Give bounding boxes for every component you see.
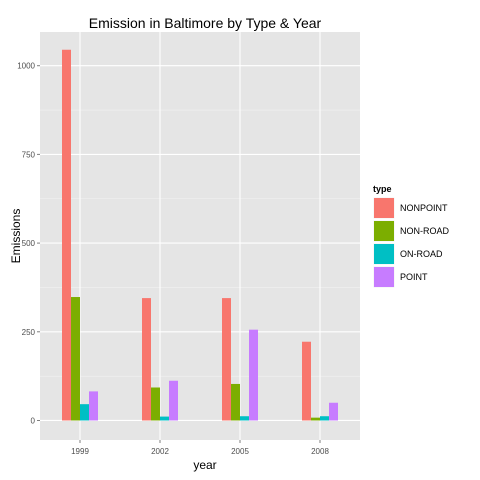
legend-items: NONPOINT NON-ROAD ON-ROAD POINT	[372, 196, 449, 289]
bar-nonpoint-1999	[62, 49, 71, 421]
bar-non-road-2002	[151, 387, 160, 421]
y-tick-label: 0	[31, 416, 36, 425]
legend-swatch-on-road	[374, 244, 394, 264]
bar-point-2005	[249, 329, 258, 421]
y-tick-label: 250	[22, 328, 36, 337]
legend-label-on-road: ON-ROAD	[400, 249, 443, 259]
y-axis-ticks: 0 250 500 750 1000	[17, 62, 40, 425]
legend-swatch-point	[374, 267, 394, 287]
bar-non-road-2005	[231, 383, 240, 421]
bar-on-road-2005	[240, 416, 249, 421]
y-tick-label: 750	[22, 150, 36, 159]
bar-on-road-2002	[160, 416, 169, 421]
bar-non-road-1999	[71, 297, 80, 421]
x-tick-label: 2008	[311, 447, 329, 456]
plot-panel	[40, 32, 360, 440]
y-tick-label: 1000	[17, 62, 35, 71]
bar-nonpoint-2005	[222, 298, 231, 421]
bar-point-1999	[89, 391, 98, 421]
legend-label-point: POINT	[400, 272, 428, 282]
x-tick-label: 2005	[231, 447, 249, 456]
bar-on-road-1999	[80, 404, 89, 421]
bar-on-road-2008	[320, 416, 329, 421]
legend-label-non-road: NON-ROAD	[400, 226, 449, 236]
bar-non-road-2008	[311, 417, 320, 421]
x-tick-label: 1999	[71, 447, 89, 456]
bars	[62, 49, 338, 421]
x-tick-label: 2002	[151, 447, 169, 456]
legend-title: type	[373, 184, 392, 194]
bar-point-2008	[329, 402, 338, 421]
x-axis-title: year	[193, 458, 216, 472]
bar-nonpoint-2008	[302, 341, 311, 421]
y-axis-title: Emissions	[9, 209, 23, 264]
chart-title: Emission in Baltimore by Type & Year	[89, 15, 322, 31]
x-axis-ticks: 1999 2002 2005 2008	[71, 440, 329, 456]
legend: type NONPOINT NON-ROAD ON-ROAD POINT	[372, 184, 449, 289]
legend-swatch-non-road	[374, 221, 394, 241]
legend-label-nonpoint: NONPOINT	[400, 203, 448, 213]
legend-swatch-nonpoint	[374, 198, 394, 218]
bar-point-2002	[169, 380, 178, 421]
bar-nonpoint-2002	[142, 298, 151, 421]
y-tick-label: 500	[22, 239, 36, 248]
